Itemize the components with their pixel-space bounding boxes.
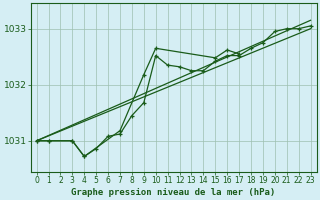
X-axis label: Graphe pression niveau de la mer (hPa): Graphe pression niveau de la mer (hPa) [71,188,276,197]
